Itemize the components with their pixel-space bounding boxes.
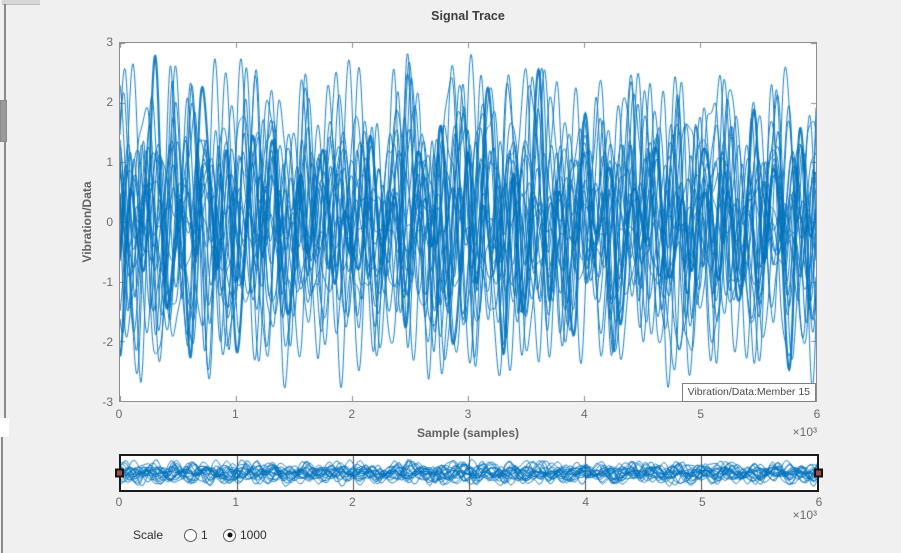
panner-axis-exponent: ×10³ [792, 508, 817, 522]
plot-title: Signal Trace [431, 9, 505, 23]
member-annotation[interactable]: Vibration/Data:Member 15 [681, 383, 816, 402]
panner-tick-label: 6 [815, 495, 823, 509]
panner-tick-label: 5 [698, 495, 706, 509]
main-plot-area[interactable] [119, 42, 817, 402]
radio-button-icon[interactable] [184, 528, 197, 542]
x-axis-exponent: ×10³ [792, 425, 817, 439]
x-tick-label: 6 [813, 407, 821, 421]
panner-strip[interactable] [115, 454, 823, 492]
signal-trace-canvas[interactable] [120, 43, 816, 401]
panner-canvas[interactable] [121, 456, 817, 490]
scale-control-row: Scale 1 1000 [0, 524, 901, 546]
y-tick-label: -1 [102, 275, 113, 289]
x-tick-label: 1 [231, 407, 239, 421]
x-tick-label: 5 [697, 407, 704, 421]
scale-radio-1-label: 1 [201, 527, 208, 542]
scale-label: Scale [133, 528, 164, 542]
x-axis-label: Sample (samples) [416, 426, 520, 440]
panel-gap [0, 418, 9, 437]
x-tick-label: 2 [348, 407, 355, 421]
radio-button-icon[interactable] [223, 528, 236, 542]
panner-tick-label: 1 [232, 495, 239, 509]
y-tick-label: 3 [106, 35, 113, 49]
x-tick-label: 4 [580, 407, 588, 421]
y-tick-label: 2 [106, 95, 113, 109]
panner-tick-label: 2 [348, 495, 356, 509]
scale-radio-1[interactable]: 1 [184, 526, 208, 544]
y-axis-label: Vibration/Data [80, 181, 94, 263]
y-tick-label: 1 [106, 155, 113, 169]
panner-tick-label: 4 [582, 495, 589, 509]
panner-tick-label: 3 [465, 495, 473, 509]
window-edge-tab [2, 0, 40, 5]
y-tick-label: -3 [102, 395, 113, 409]
scale-radio-1000[interactable]: 1000 [223, 526, 267, 544]
panner-right-handle[interactable] [814, 468, 823, 478]
panner-left-handle[interactable] [115, 468, 124, 478]
x-tick-label: 3 [464, 407, 472, 421]
panel-splitter-line[interactable] [4, 4, 6, 418]
scale-radio-1000-label: 1000 [240, 527, 267, 542]
x-tick-label: 0 [115, 407, 123, 421]
panel-splitter-line-lower[interactable] [1, 437, 3, 553]
panner-tick-label: 0 [115, 495, 123, 509]
splitter-thumb[interactable] [0, 100, 7, 142]
y-tick-label: -2 [102, 335, 113, 349]
y-tick-label: 0 [106, 215, 113, 229]
